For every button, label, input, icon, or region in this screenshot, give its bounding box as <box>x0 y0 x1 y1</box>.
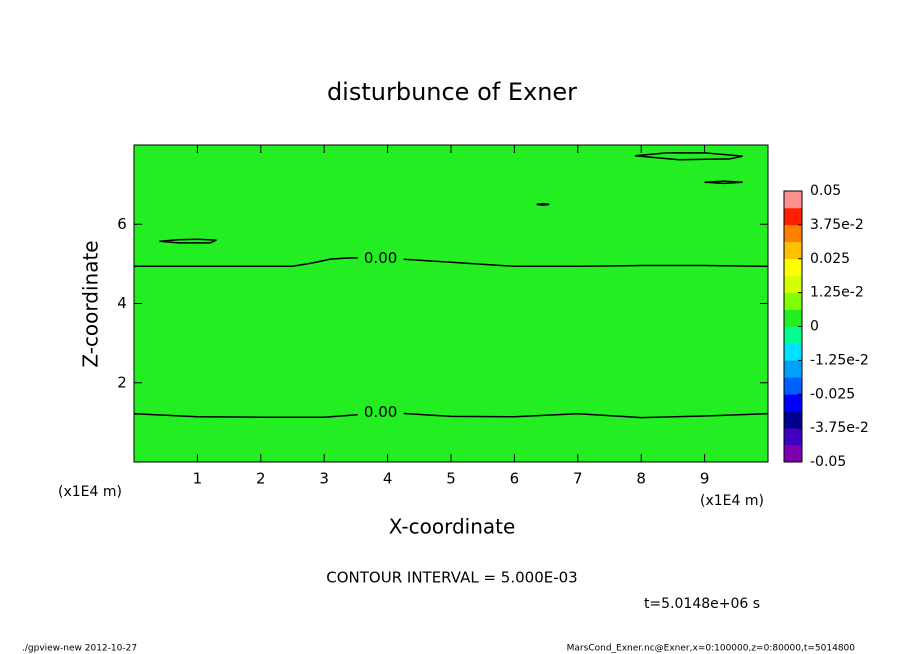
colorbar-tick-label: -1.25e-2 <box>810 352 869 368</box>
contour-label-bg <box>357 249 404 268</box>
x-tick-label: 9 <box>700 470 710 488</box>
footer: MarsCond_Exner.nc@Exner,x=0:100000,z=0:8… <box>567 644 856 654</box>
x-tick-label: 6 <box>510 470 520 488</box>
annotation: CONTOUR INTERVAL = 5.000E-03 <box>326 569 577 587</box>
colorbar-band <box>784 191 802 209</box>
y-unit-label: (x1E4 m) <box>58 484 122 500</box>
contour-label: 0.00 <box>364 249 397 267</box>
colorbar-band <box>784 309 802 327</box>
colorbar-tick-label: 0.025 <box>810 251 850 267</box>
chart-title: disturbunce of Exner <box>327 78 577 106</box>
x-tick-label: 5 <box>446 470 456 488</box>
annotation: t=5.0148e+06 s <box>644 596 760 612</box>
x-tick-label: 2 <box>256 470 266 488</box>
contour-label-bg <box>357 403 404 422</box>
colorbar-band <box>784 445 802 463</box>
x-unit-label: (x1E4 m) <box>700 493 764 509</box>
colorbar-band <box>784 411 802 429</box>
colorbar-band <box>784 343 802 361</box>
y-tick-label: 2 <box>117 373 127 391</box>
colorbar-tick-label: -0.05 <box>810 454 846 470</box>
contour-line <box>634 152 743 161</box>
colorbar-tick-label: 0 <box>810 319 819 335</box>
colorbar-tick-label: 0.05 <box>810 183 841 199</box>
x-tick-label: 7 <box>573 470 583 488</box>
colorbar-band <box>784 428 802 446</box>
footer: ./gpview-new 2012-10-27 <box>22 644 137 654</box>
colorbar-band <box>784 241 802 260</box>
colorbar-band <box>784 207 802 226</box>
y-tick-label: 4 <box>117 294 127 312</box>
colorbar-band <box>784 258 802 276</box>
colorbar-tick-label: -0.025 <box>810 386 855 402</box>
y-axis-label: Z-coordinate <box>79 240 103 367</box>
colorbar-band <box>784 377 802 395</box>
x-tick-label: 1 <box>193 470 203 488</box>
x-axis-label: X-coordinate <box>389 515 516 539</box>
x-tick-label: 3 <box>319 470 329 488</box>
contour-line <box>133 411 769 419</box>
x-tick-label: 4 <box>383 470 393 488</box>
contour-line <box>704 180 743 185</box>
colorbar-band <box>784 394 802 412</box>
colorbar-band <box>784 292 802 310</box>
field <box>134 145 768 462</box>
y-tick-label: 6 <box>117 215 127 233</box>
contour-line <box>536 202 550 206</box>
colorbar-tick-label: 1.25e-2 <box>810 285 864 301</box>
contour-line <box>159 238 217 244</box>
colorbar-band <box>784 360 802 378</box>
colorbar-band <box>784 224 802 243</box>
x-tick-label: 8 <box>636 470 646 488</box>
colorbar-band <box>784 275 802 293</box>
colorbar-tick-label: 3.75e-2 <box>810 217 864 233</box>
colorbar-tick-label: -3.75e-2 <box>810 420 869 436</box>
colorbar-band <box>784 326 802 344</box>
contour-label: 0.00 <box>364 403 397 421</box>
